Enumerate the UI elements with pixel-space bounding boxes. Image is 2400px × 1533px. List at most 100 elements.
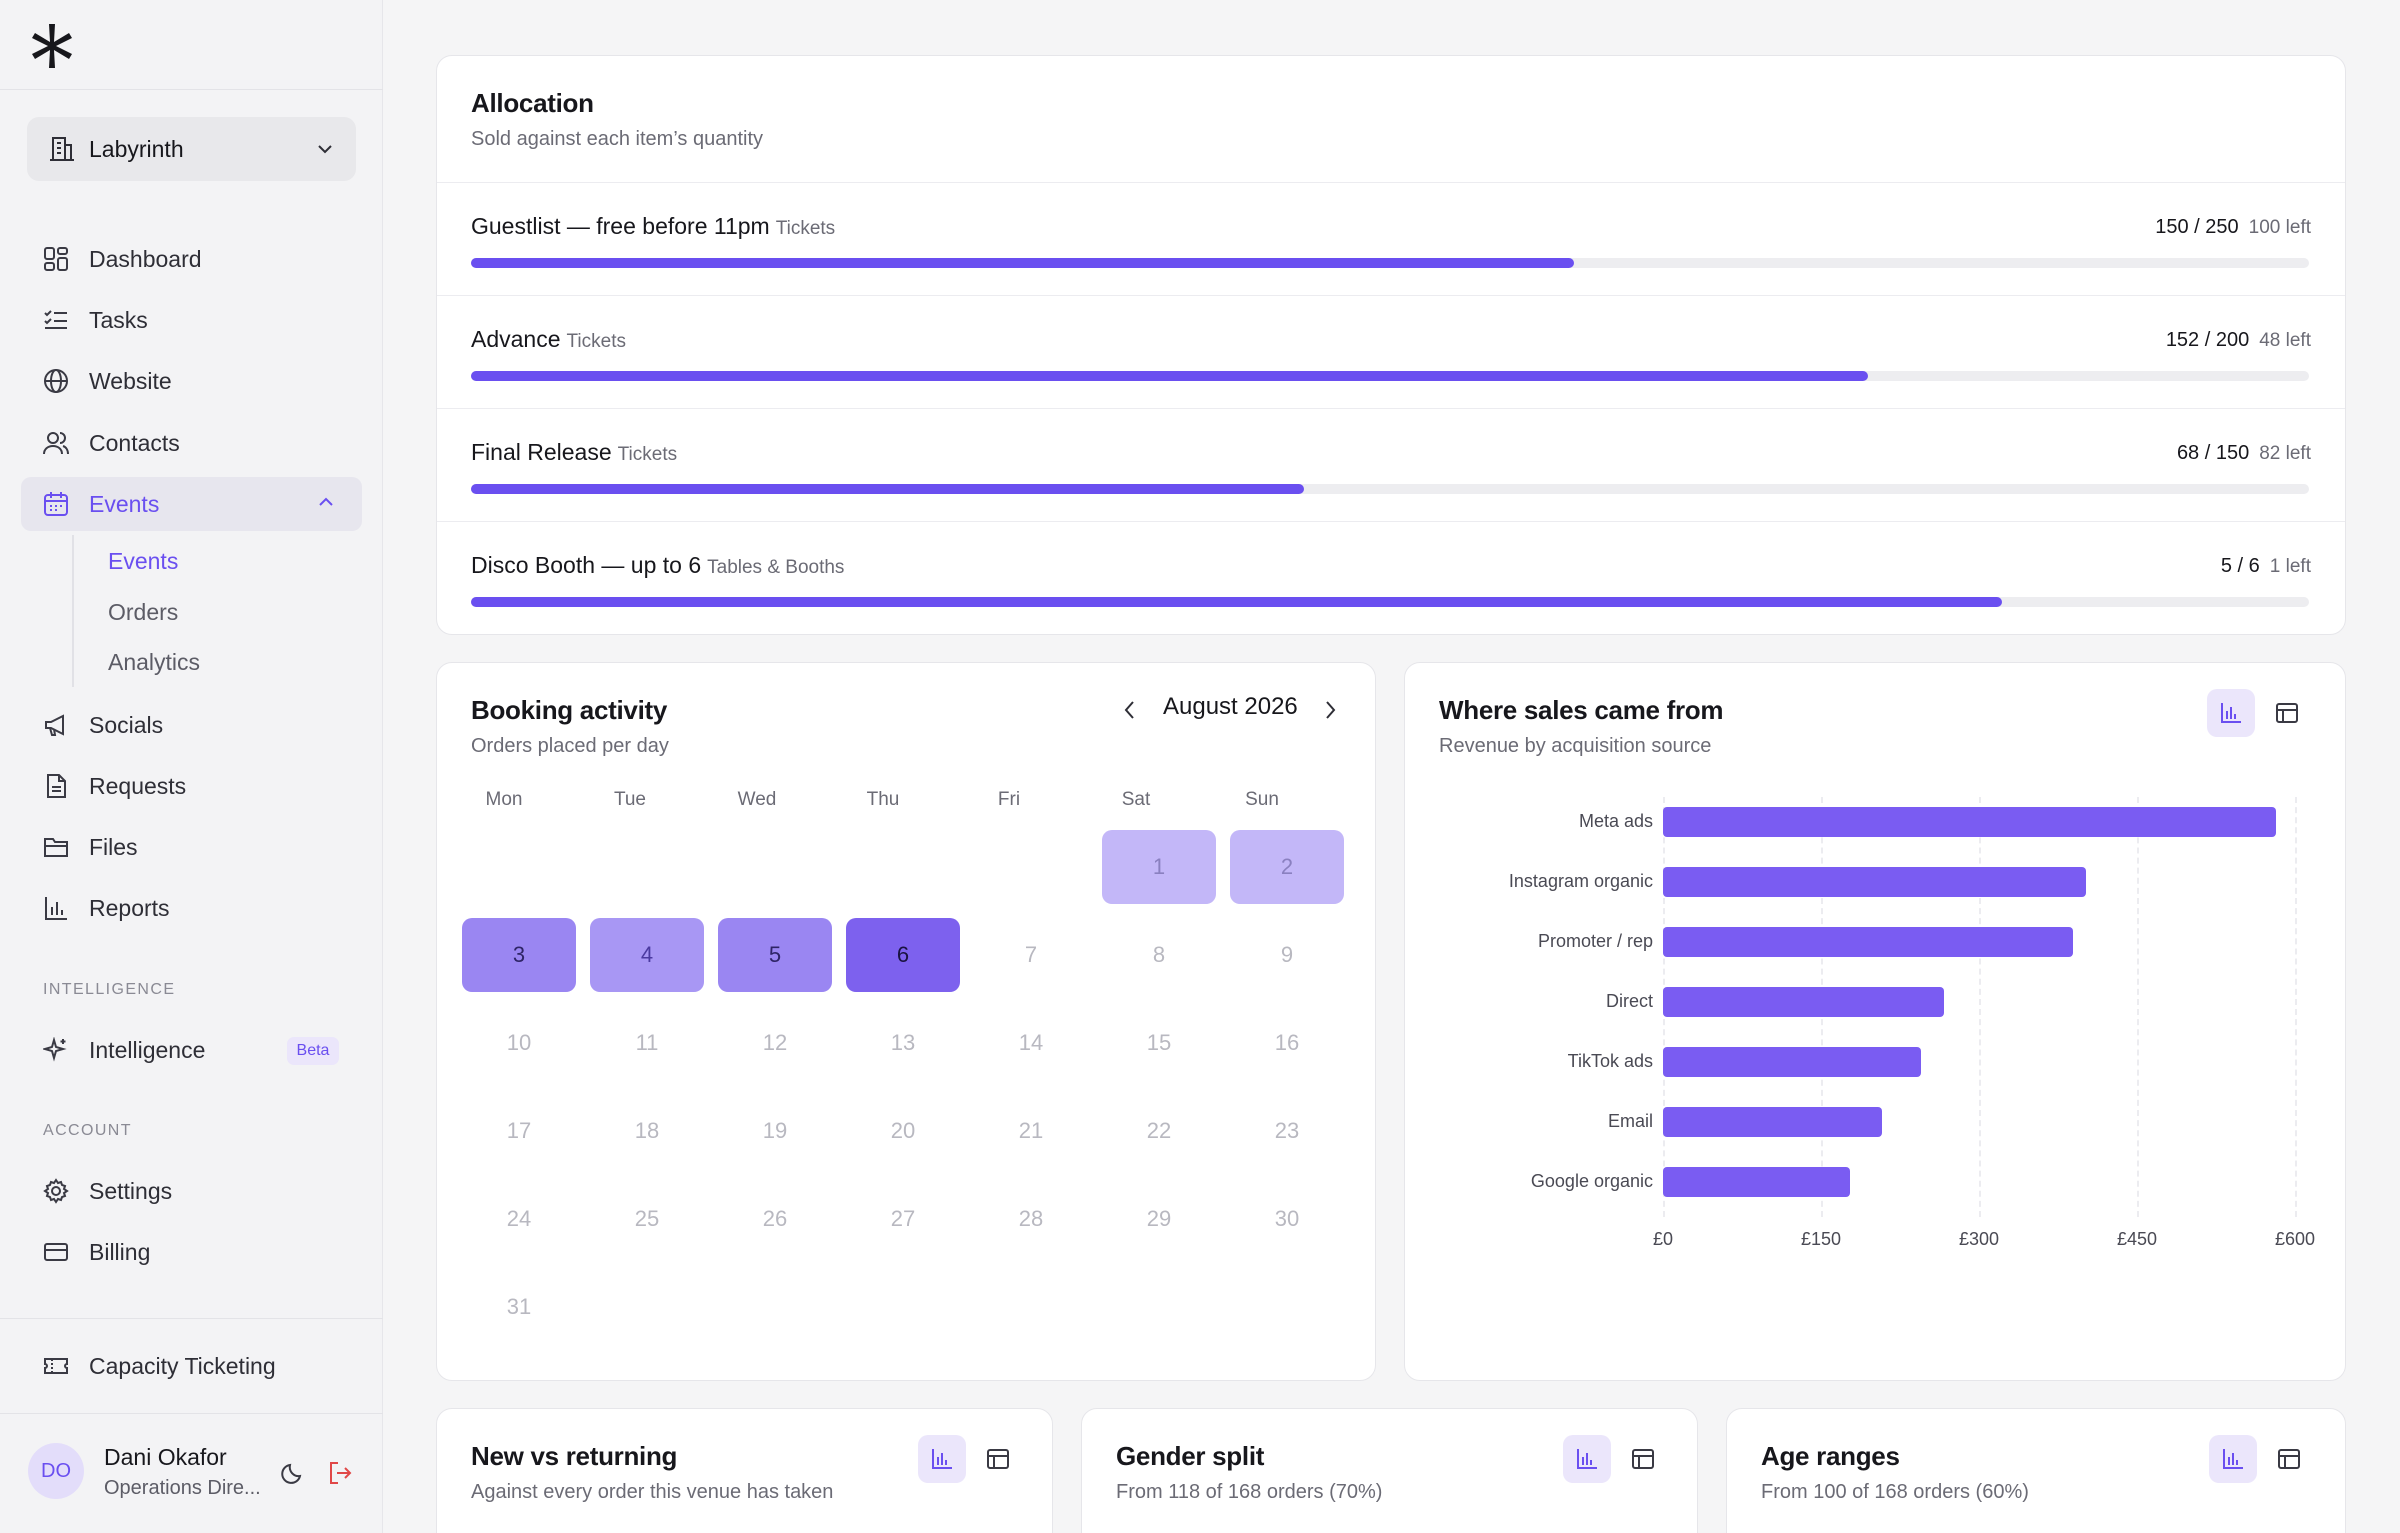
progress-track [471, 484, 2309, 494]
calendar-day[interactable]: 3 [462, 918, 576, 992]
ticket-icon [41, 1351, 71, 1381]
bar-category-label: Direct [1605, 991, 1653, 1011]
nav-events[interactable]: Events [21, 477, 362, 531]
nav-billing[interactable]: Billing [21, 1225, 362, 1279]
moon-icon[interactable] [280, 1460, 306, 1486]
subnav-orders[interactable]: Orders [108, 599, 179, 625]
table-view-button[interactable] [1619, 1435, 1667, 1483]
calendar-day[interactable]: 26 [762, 1206, 788, 1231]
sales-source-card: Where sales came from Revenue by acquisi… [1404, 662, 2346, 1381]
logout-icon[interactable] [327, 1460, 353, 1486]
chart-view-button[interactable] [1563, 1435, 1611, 1483]
grid-line [2137, 797, 2139, 1217]
avatar[interactable]: DO [28, 1443, 84, 1499]
item-name: Disco Booth — up to 6 [471, 552, 702, 578]
calendar-day[interactable]: 16 [1274, 1030, 1300, 1055]
calendar-day[interactable]: 20 [890, 1118, 916, 1143]
nav-contacts[interactable]: Contacts [21, 416, 362, 470]
calendar-day[interactable]: 21 [1018, 1118, 1044, 1143]
sales-title: Where sales came from [1439, 695, 1724, 725]
gender-split-title: Gender split [1116, 1441, 1265, 1471]
chart-view-button[interactable] [2207, 689, 2255, 737]
calendar-day[interactable]: 10 [506, 1030, 532, 1055]
calendar-day[interactable]: 18 [634, 1118, 660, 1143]
checklist-icon [41, 305, 71, 335]
bar-email[interactable] [1663, 1107, 1883, 1137]
calendar-day[interactable]: 22 [1146, 1118, 1172, 1143]
nav-settings[interactable]: Settings [21, 1164, 362, 1218]
nav-intelligence[interactable]: Intelligence [21, 1023, 362, 1077]
bar-promoter-rep[interactable] [1663, 927, 2073, 957]
item-name: Guestlist — free before 11pm [471, 213, 770, 239]
sidebar-divider [0, 1413, 383, 1414]
calendar-day[interactable]: 27 [890, 1206, 916, 1231]
calendar-day[interactable]: 11 [635, 1030, 659, 1055]
calendar-day[interactable]: 23 [1274, 1118, 1300, 1143]
nav-tasks[interactable]: Tasks [21, 293, 362, 347]
calendar-day[interactable]: 6 [846, 918, 960, 992]
nav-label: Contacts [89, 429, 180, 456]
document-icon [41, 771, 71, 801]
bar-direct[interactable] [1663, 987, 1945, 1017]
calendar-day[interactable]: 9 [1280, 942, 1294, 967]
bar-meta-ads[interactable] [1663, 807, 2277, 837]
calendar-day[interactable]: 24 [506, 1206, 532, 1231]
nav-requests[interactable]: Requests [21, 759, 362, 813]
nav-dashboard[interactable]: Dashboard [21, 232, 362, 286]
nav-website[interactable]: Website [21, 354, 362, 408]
sidebar-divider [0, 1318, 383, 1319]
weekday-label: Wed [737, 789, 777, 810]
chevron-left-icon[interactable] [1119, 697, 1141, 723]
calendar-day[interactable]: 4 [590, 918, 704, 992]
booking-activity-card: Booking activity Orders placed per day A… [436, 662, 1376, 1381]
workspace-switcher[interactable]: Labyrinth [27, 117, 356, 181]
allocation-subtitle: Sold against each item’s quantity [471, 128, 764, 150]
remaining-count: 82 left [2259, 443, 2311, 464]
weekday-label: Mon [485, 789, 523, 810]
table-icon [987, 1449, 1009, 1469]
age-ranges-title: Age ranges [1761, 1441, 1900, 1471]
nav-label: Files [89, 833, 138, 860]
bar-google-organic[interactable] [1663, 1167, 1851, 1197]
nav-files[interactable]: Files [21, 820, 362, 874]
nav-label: Capacity Ticketing [89, 1352, 276, 1379]
chart-view-button[interactable] [2209, 1435, 2257, 1483]
table-view-button[interactable] [2263, 689, 2311, 737]
calendar-day[interactable]: 31 [506, 1294, 532, 1319]
chart-view-button[interactable] [918, 1435, 966, 1483]
calendar-day[interactable]: 28 [1018, 1206, 1044, 1231]
calendar-day[interactable]: 29 [1146, 1206, 1172, 1231]
nav-capacity-ticketing[interactable]: Capacity Ticketing [21, 1339, 362, 1393]
calendar-day[interactable]: 5 [718, 918, 832, 992]
calendar-day[interactable]: 30 [1274, 1206, 1300, 1231]
asterisk-logo-icon[interactable] [28, 24, 76, 68]
x-tick-label: £300 [1958, 1229, 2000, 1249]
chevron-right-icon[interactable] [1319, 697, 1341, 723]
calendar-day[interactable]: 2 [1230, 830, 1344, 904]
calendar-day[interactable]: 17 [506, 1118, 532, 1143]
bar-instagram-organic[interactable] [1663, 867, 2087, 897]
weekday-label: Thu [866, 789, 900, 810]
table-view-button[interactable] [2265, 1435, 2313, 1483]
remaining-count: 1 left [2269, 556, 2311, 577]
calendar-day[interactable]: 15 [1146, 1030, 1172, 1055]
nav-socials[interactable]: Socials [21, 698, 362, 752]
sold-count: 152 / 200 [2165, 329, 2250, 351]
calendar-day[interactable]: 13 [890, 1030, 916, 1055]
subnav-events[interactable]: Events [108, 548, 179, 574]
subnav-analytics[interactable]: Analytics [108, 649, 201, 675]
calendar-day[interactable]: 25 [634, 1206, 660, 1231]
user-name: Dani Okafor [104, 1444, 227, 1470]
calendar-day[interactable]: 12 [762, 1030, 788, 1055]
calendar-day[interactable]: 19 [762, 1118, 788, 1143]
calendar-day[interactable]: 7 [1024, 942, 1038, 967]
calendar-day[interactable]: 8 [1152, 942, 1166, 967]
bar-tiktok-ads[interactable] [1663, 1047, 1922, 1077]
table-view-button[interactable] [974, 1435, 1022, 1483]
item-category: Tickets [775, 218, 836, 239]
allocation-row: Disco Booth — up to 6 Tables & Booths 5 / … [437, 521, 2345, 634]
nav-reports[interactable]: Reports [21, 881, 362, 935]
allocation-card: Allocation Sold against each item’s quan… [436, 55, 2346, 635]
calendar-day[interactable]: 1 [1102, 830, 1216, 904]
calendar-day[interactable]: 14 [1018, 1030, 1044, 1055]
